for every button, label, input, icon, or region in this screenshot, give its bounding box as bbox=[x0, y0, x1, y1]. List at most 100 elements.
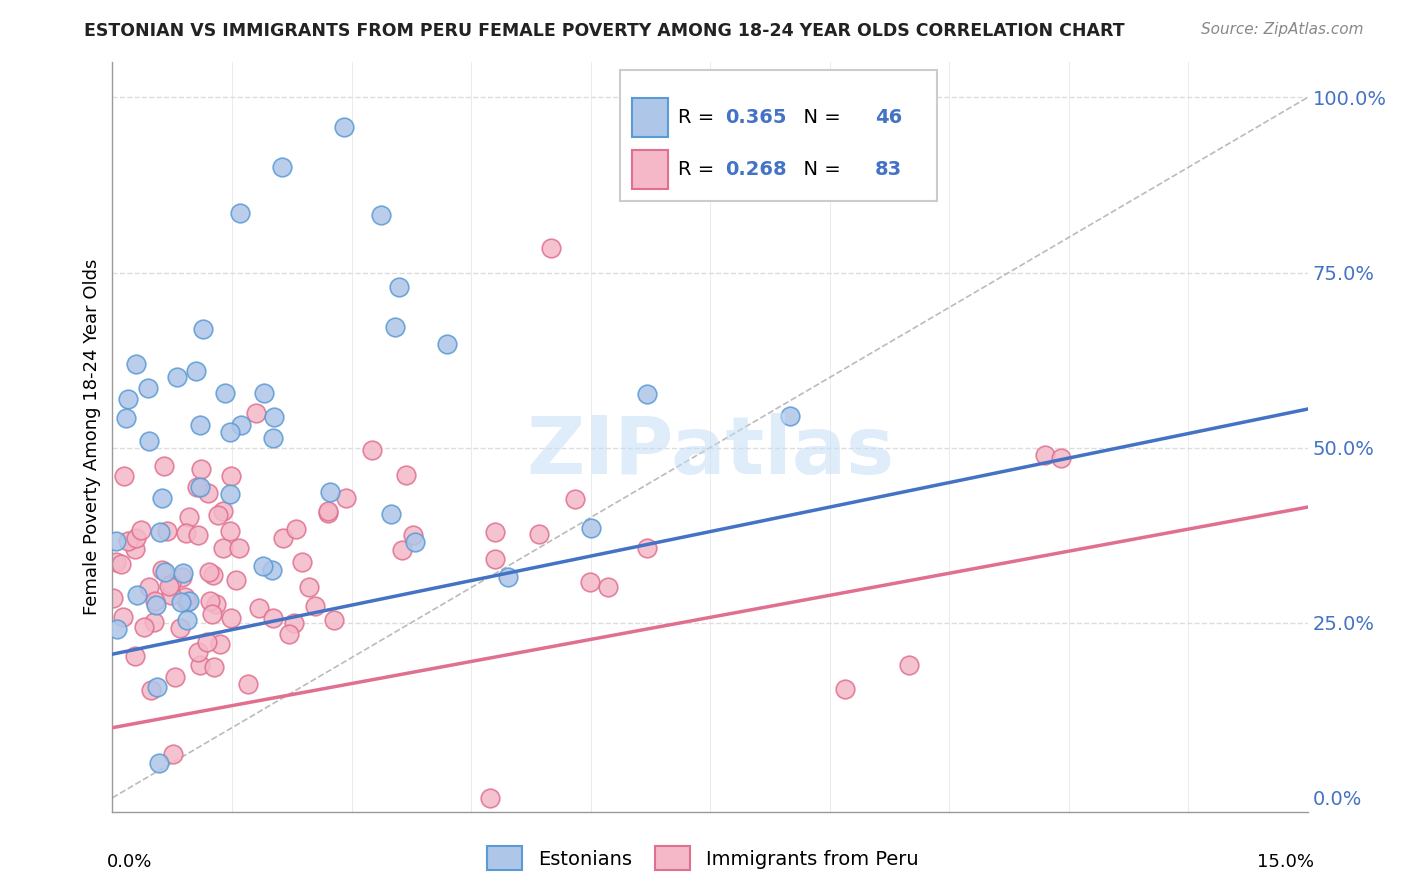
Point bbox=[332, 120, 354, 134]
Point bbox=[219, 610, 242, 624]
Point bbox=[779, 409, 801, 423]
Point bbox=[277, 626, 299, 640]
Point bbox=[117, 392, 139, 406]
Text: 0.365: 0.365 bbox=[725, 108, 787, 127]
Point bbox=[208, 637, 231, 651]
Point bbox=[174, 591, 197, 605]
Point bbox=[153, 565, 176, 579]
Point bbox=[236, 677, 259, 691]
Point bbox=[138, 381, 160, 395]
Point bbox=[138, 434, 160, 449]
Point bbox=[316, 503, 339, 517]
Point bbox=[157, 579, 180, 593]
Point bbox=[176, 613, 198, 627]
Point bbox=[163, 670, 186, 684]
Point bbox=[150, 563, 173, 577]
Point bbox=[143, 594, 166, 608]
Point bbox=[260, 563, 283, 577]
Point bbox=[1049, 451, 1071, 466]
Point bbox=[160, 577, 183, 591]
Point bbox=[218, 487, 240, 501]
Point bbox=[636, 541, 658, 555]
Point bbox=[197, 486, 219, 500]
Text: Source: ZipAtlas.com: Source: ZipAtlas.com bbox=[1201, 22, 1364, 37]
Point bbox=[186, 480, 208, 494]
Point bbox=[112, 468, 135, 483]
Point bbox=[228, 541, 250, 555]
Point bbox=[202, 660, 225, 674]
Point bbox=[139, 683, 162, 698]
Point bbox=[370, 208, 392, 222]
Point bbox=[496, 570, 519, 584]
Y-axis label: Female Poverty Among 18-24 Year Olds: Female Poverty Among 18-24 Year Olds bbox=[83, 259, 101, 615]
Text: 0.0%: 0.0% bbox=[107, 853, 152, 871]
Point bbox=[138, 580, 160, 594]
Point bbox=[598, 580, 620, 594]
Point bbox=[125, 357, 148, 371]
Text: N =: N = bbox=[792, 160, 848, 179]
Text: 15.0%: 15.0% bbox=[1257, 853, 1313, 871]
Point bbox=[283, 616, 305, 631]
Point bbox=[304, 599, 326, 613]
Point bbox=[298, 580, 321, 594]
Point bbox=[636, 387, 658, 401]
Text: ESTONIAN VS IMMIGRANTS FROM PERU FEMALE POVERTY AMONG 18-24 YEAR OLDS CORRELATIO: ESTONIAN VS IMMIGRANTS FROM PERU FEMALE … bbox=[84, 22, 1125, 40]
Point bbox=[110, 557, 132, 571]
Point bbox=[402, 528, 425, 542]
Point bbox=[540, 241, 562, 255]
Point bbox=[101, 591, 124, 606]
Point bbox=[131, 523, 153, 537]
Legend: Estonians, Immigrants from Peru: Estonians, Immigrants from Peru bbox=[479, 838, 927, 878]
Text: 0.268: 0.268 bbox=[725, 160, 787, 179]
Point bbox=[117, 533, 139, 548]
Point bbox=[160, 588, 183, 602]
Point bbox=[898, 657, 921, 672]
Point bbox=[125, 531, 148, 545]
Point bbox=[579, 574, 602, 589]
Point bbox=[212, 541, 235, 556]
Point bbox=[229, 206, 252, 220]
Point bbox=[262, 611, 284, 625]
Point bbox=[112, 609, 135, 624]
Text: N =: N = bbox=[792, 108, 848, 127]
Point bbox=[484, 524, 506, 539]
Point bbox=[124, 649, 146, 664]
Point bbox=[252, 558, 274, 573]
Point bbox=[197, 566, 219, 580]
FancyBboxPatch shape bbox=[633, 150, 668, 189]
Point bbox=[579, 521, 602, 535]
Point bbox=[564, 491, 586, 506]
Point bbox=[145, 598, 167, 612]
Point bbox=[291, 555, 314, 569]
Point bbox=[270, 161, 292, 175]
Point bbox=[125, 588, 148, 602]
Point bbox=[169, 595, 191, 609]
Point bbox=[245, 406, 267, 420]
Point bbox=[200, 593, 222, 607]
Point bbox=[1033, 448, 1056, 462]
Point bbox=[229, 418, 252, 433]
Point bbox=[218, 425, 240, 440]
Point bbox=[193, 322, 215, 336]
Text: R =: R = bbox=[678, 160, 720, 179]
Point bbox=[124, 541, 146, 556]
Point bbox=[380, 507, 402, 521]
Text: ZIPatlas: ZIPatlas bbox=[526, 413, 894, 491]
Point bbox=[153, 458, 176, 473]
Point bbox=[170, 570, 193, 584]
Point bbox=[253, 385, 276, 400]
Point bbox=[322, 613, 344, 627]
Point bbox=[263, 410, 285, 425]
Point bbox=[176, 595, 198, 609]
Point bbox=[219, 469, 242, 483]
Point bbox=[195, 635, 218, 649]
Point bbox=[212, 504, 235, 518]
Point bbox=[148, 756, 170, 770]
Point bbox=[174, 526, 197, 541]
Point bbox=[105, 556, 128, 570]
Point bbox=[104, 534, 127, 549]
Point bbox=[188, 658, 211, 673]
Point bbox=[177, 509, 200, 524]
Point bbox=[143, 615, 166, 630]
Point bbox=[149, 525, 172, 540]
